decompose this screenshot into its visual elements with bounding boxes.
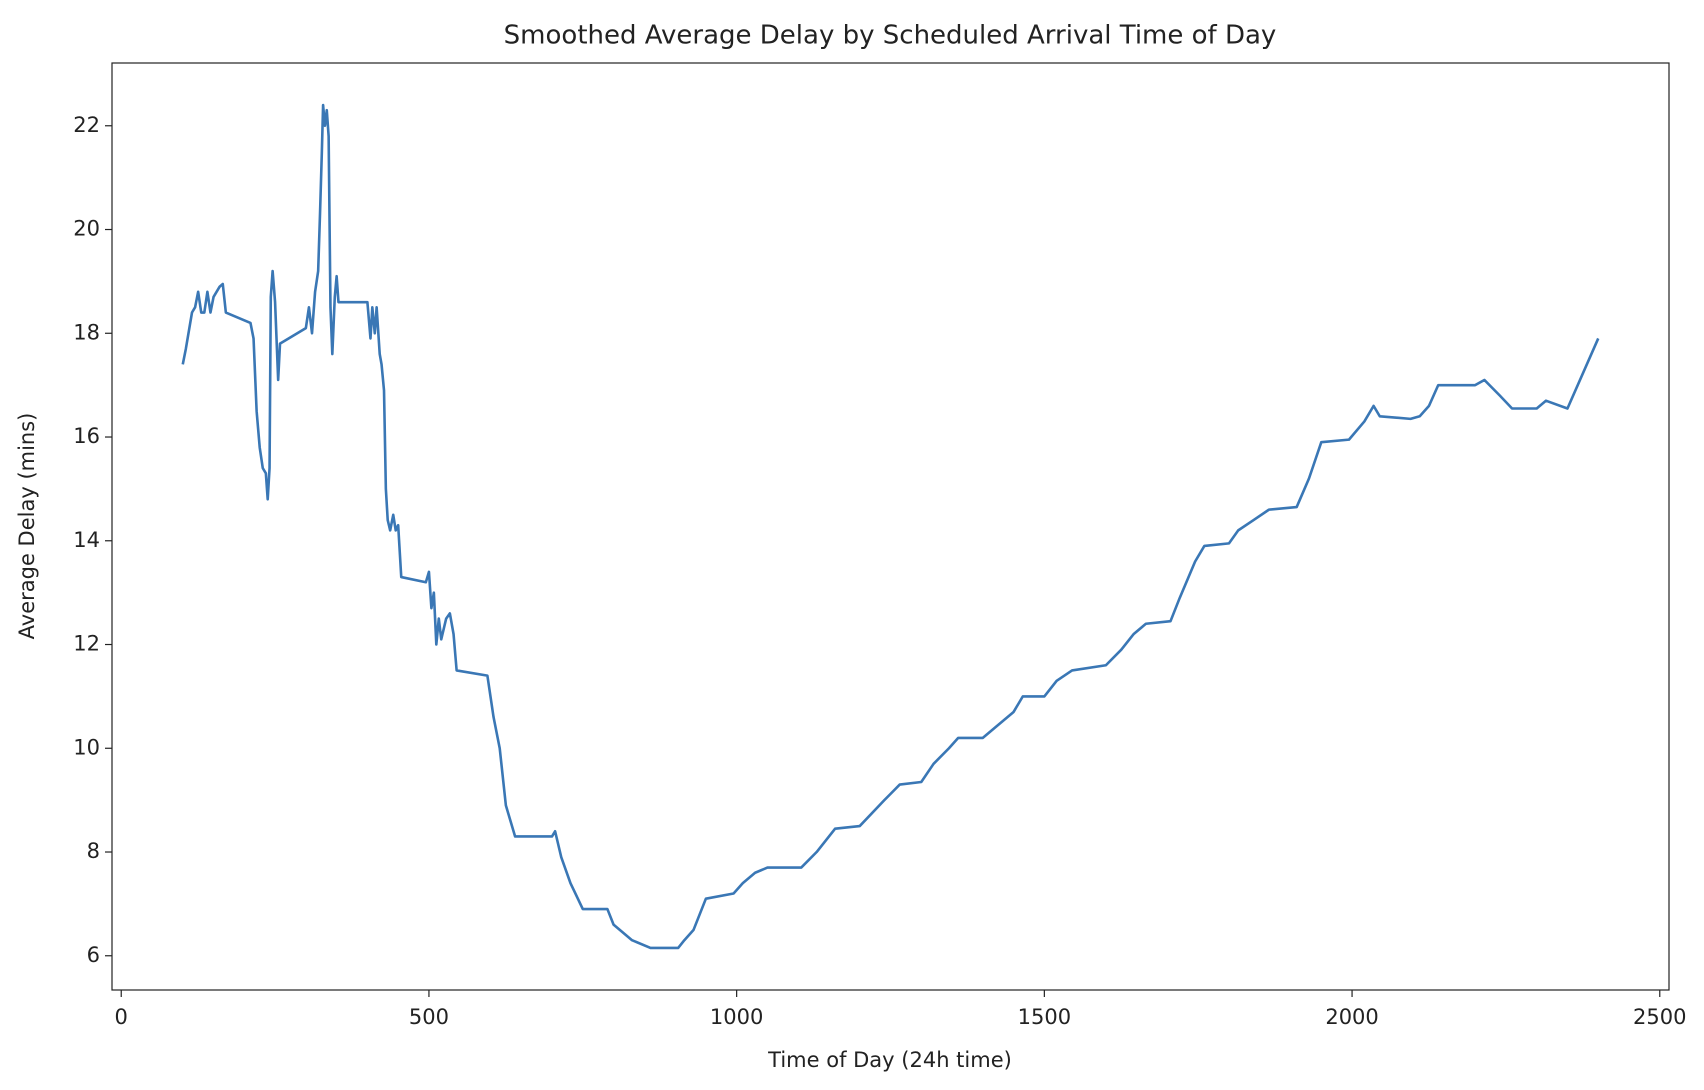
data-line [181, 103, 1600, 950]
y-tick-label: 8 [87, 839, 100, 863]
y-tick-label: 22 [73, 113, 100, 137]
x-tick-label: 1500 [1018, 1005, 1071, 1029]
chart-title: Smoothed Average Delay by Scheduled Arri… [504, 21, 1277, 51]
y-axis-label: Average Delay (mins) [15, 413, 39, 640]
x-axis-label: Time of Day (24h time) [767, 1048, 1012, 1072]
y-tick-label: 14 [73, 528, 100, 552]
x-tick-label: 2500 [1633, 1005, 1686, 1029]
y-tick-label: 10 [73, 735, 100, 759]
y-tick-label: 20 [73, 217, 100, 241]
y-tick-label: 18 [73, 320, 100, 344]
x-tick-label: 2000 [1325, 1005, 1378, 1029]
y-tick-label: 12 [73, 632, 100, 656]
x-tick-label: 0 [115, 1005, 128, 1029]
y-tick-label: 16 [73, 424, 100, 448]
x-tick-label: 1000 [710, 1005, 763, 1029]
x-tick-label: 500 [409, 1005, 449, 1029]
y-tick-label: 6 [87, 943, 100, 967]
plot-frame [111, 62, 1670, 991]
